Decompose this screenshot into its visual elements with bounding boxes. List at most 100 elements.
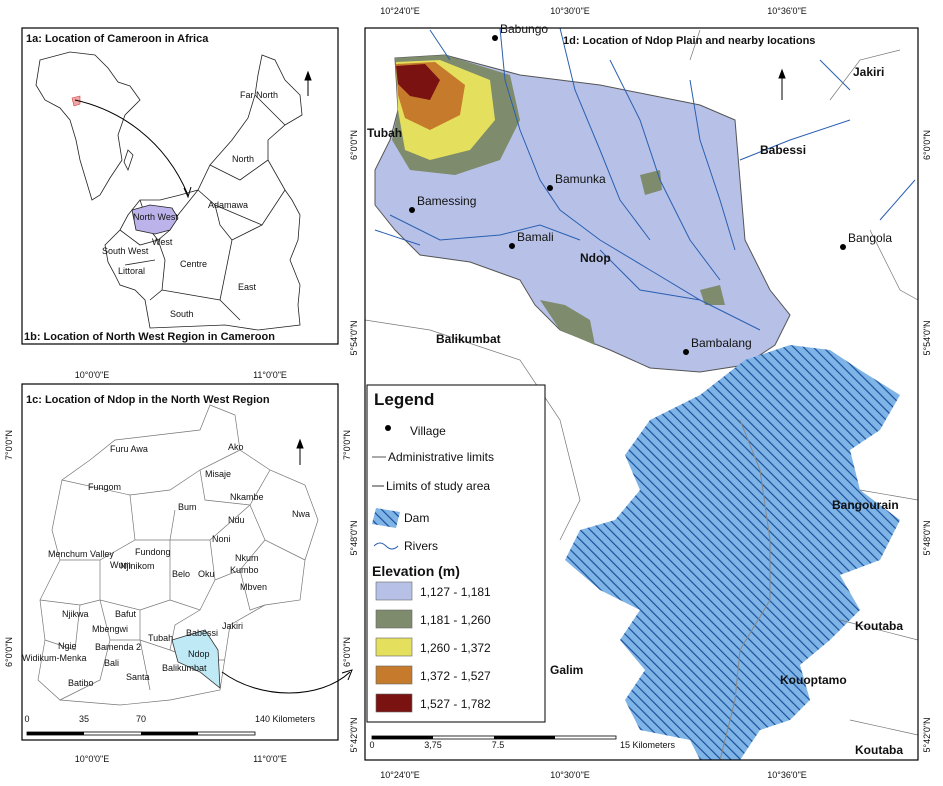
cameroon-highlight (71, 95, 81, 107)
place-label: Galim (550, 663, 583, 677)
legend-label: Limits of study area (386, 479, 490, 493)
coordinate-label: 6°0'0"N (4, 637, 14, 667)
village-dot (547, 185, 553, 191)
elevation-patch (396, 64, 440, 100)
river (374, 28, 916, 331)
place-label: Wum (110, 560, 131, 570)
scale-bar-segment (27, 732, 84, 735)
region-label: Far North (240, 90, 278, 100)
legend-symbol (385, 425, 391, 431)
madagascar (123, 149, 134, 172)
north-west-region (131, 204, 179, 235)
place-label: Widikum-Menka (22, 653, 87, 663)
place-label: Santa (126, 672, 150, 682)
place-label: Ndop (580, 251, 611, 265)
village-dot (840, 244, 846, 250)
scale-bar (26, 731, 256, 736)
place-label: Njikwa (62, 609, 89, 619)
scale-label: 70 (136, 714, 146, 724)
village-label: Bamessing (417, 194, 476, 208)
village-label: Babungo (500, 22, 548, 36)
legend-swatch (375, 693, 413, 713)
legend-symbol (373, 542, 399, 550)
place-label: Ndop (188, 649, 210, 659)
coordinate-label: 5°42'0"N (922, 717, 932, 752)
panel-frame (21, 27, 339, 345)
coordinate-label: 5°48'0"N (349, 520, 359, 555)
place-label: Misaje (205, 469, 231, 479)
legend-label: Dam (404, 511, 429, 525)
region-label: Littoral (118, 266, 145, 276)
place-label: Noni (212, 534, 231, 544)
panel-frame (364, 27, 919, 761)
place-label: Mbven (240, 582, 267, 592)
place-label: Bamenda 2 (95, 642, 141, 652)
coordinate-label: 5°42'0"N (349, 717, 359, 752)
place-label: Nwa (292, 509, 310, 519)
scale-label: 15 Kilometers (620, 740, 676, 750)
coordinate-label: 10°0'0"E (75, 754, 110, 764)
place-label: Balikumbat (436, 332, 501, 346)
legend-swatch (375, 609, 413, 629)
coordinate-label: 10°24'0"E (380, 6, 420, 16)
place-label: Mbengwi (92, 624, 128, 634)
place-label: Nkambe (230, 492, 264, 502)
place-label: Kouoptamo (780, 673, 847, 687)
place-label: Koutaba (855, 743, 903, 757)
region-label: South (170, 309, 194, 319)
coordinate-label: 10°0'0"E (75, 370, 110, 380)
map-1d (365, 28, 918, 760)
region-label: North (232, 154, 254, 164)
place-label: Jakiri (853, 65, 884, 79)
scale-bar-segment (494, 736, 555, 739)
legend-label: Rivers (404, 539, 438, 553)
place-label: Bali (104, 658, 119, 668)
place-label: Nkum (235, 553, 259, 563)
legend-swatch (375, 581, 413, 601)
legend-swatch (375, 637, 413, 657)
region-label: Adamawa (208, 200, 248, 210)
coordinate-label: 5°48'0"N (922, 520, 932, 555)
africa-outline (35, 51, 141, 201)
coordinate-label: 10°36'0"E (767, 6, 807, 16)
village-label: Bamunka (555, 172, 606, 186)
legend-subtitle: Elevation (m) (372, 563, 460, 579)
coordinate-label: 10°36'0"E (767, 770, 807, 780)
village-label: Bangola (848, 231, 892, 245)
coordinate-label: 6°0'0"N (349, 130, 359, 160)
place-label: Ngie (58, 641, 77, 651)
region-label: South West (102, 246, 149, 256)
legend-label: 1,372 - 1,527 (420, 669, 491, 683)
arrow-head (183, 186, 192, 199)
region-boundary (119, 94, 286, 321)
legend-label: Administrative limits (388, 450, 494, 464)
region-label: East (238, 282, 257, 292)
division-boundaries (39, 449, 306, 701)
scale-label: 7.5 (492, 740, 505, 750)
place-label: Koutaba (855, 619, 903, 633)
scale-label: 0 (24, 714, 29, 724)
region-label: West (152, 237, 173, 247)
legend-symbol (372, 508, 400, 528)
place-label: Fundong (135, 547, 171, 557)
legend-label: 1,527 - 1,782 (420, 697, 491, 711)
arrow (74, 99, 189, 196)
place-label: Babessi (186, 628, 218, 638)
place-label: Balikumbat (162, 663, 207, 673)
place-label: Bum (178, 502, 197, 512)
north-arrow (304, 70, 312, 96)
place-label: Ako (228, 442, 244, 452)
scale-bar-segment (141, 732, 198, 735)
legend-label: 1,260 - 1,372 (420, 641, 491, 655)
coordinate-label: 5°54'0"N (349, 320, 359, 355)
place-label: Jakiri (222, 621, 243, 631)
place-label: Kumbo (230, 565, 259, 575)
coordinate-label: 10°30'0"E (550, 770, 590, 780)
panel-title: 1b: Location of North West Region in Cam… (24, 331, 275, 343)
place-label: Njinikom (120, 561, 155, 571)
scale-label: 3,75 (424, 740, 442, 750)
coordinate-label: 11°0'0"E (253, 370, 287, 380)
coordinate-label: 7°0'0"N (4, 430, 14, 460)
panel-title: 1c: Location of Ndop in the North West R… (26, 394, 270, 406)
